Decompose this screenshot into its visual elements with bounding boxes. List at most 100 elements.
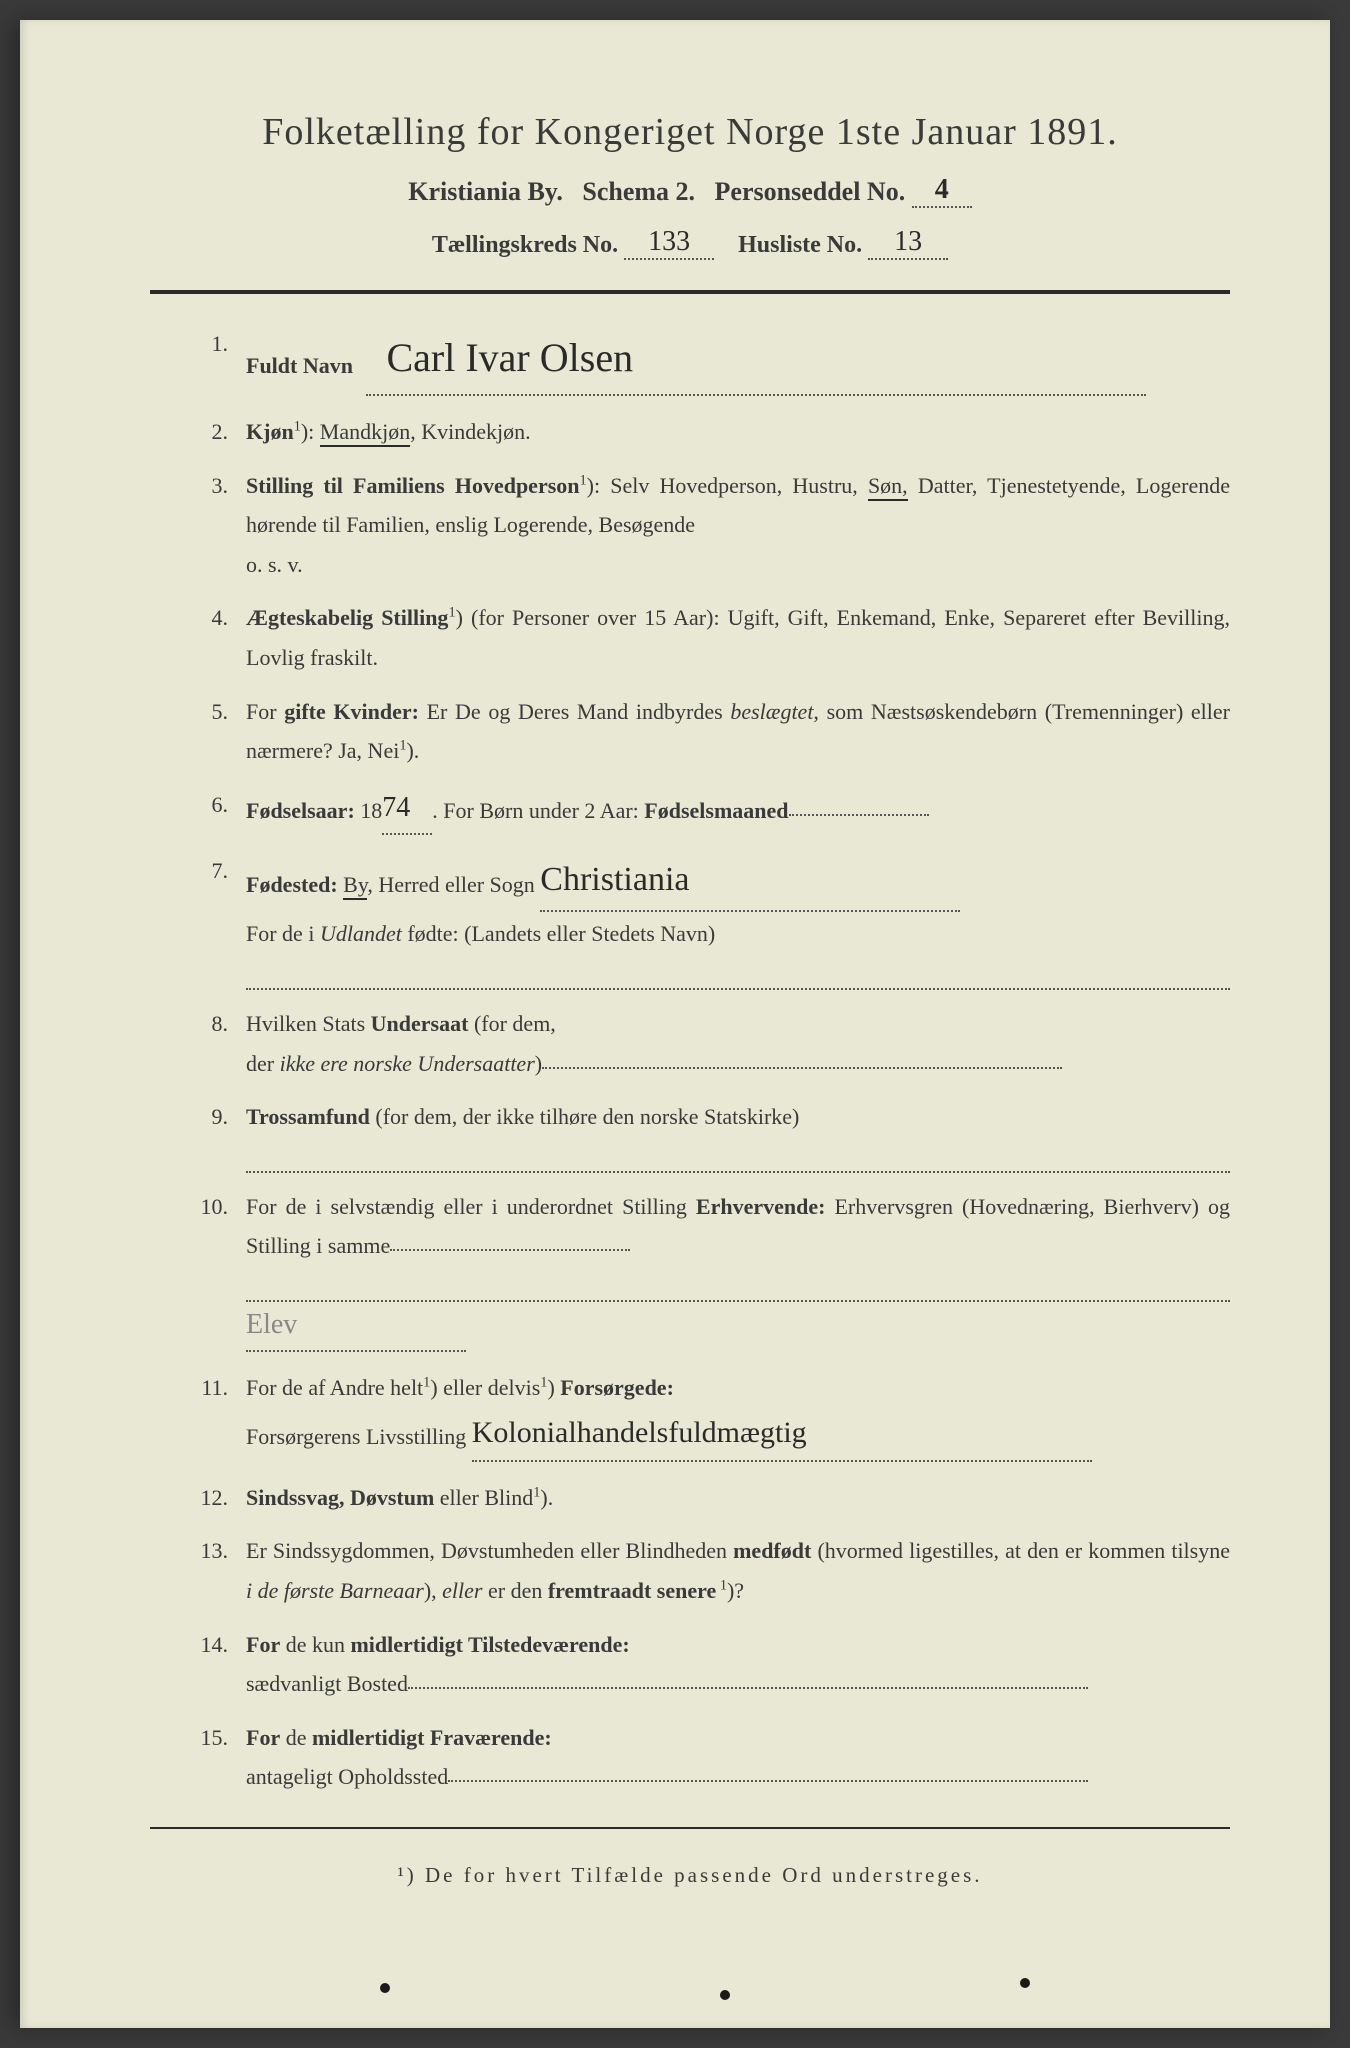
relation-text-c: o. s. v. bbox=[246, 552, 303, 577]
q7-line2a: For de i bbox=[246, 921, 320, 946]
q7-udlandet: Udlandet bbox=[320, 921, 402, 946]
birthyear-value: 74 bbox=[382, 783, 410, 833]
q6-mid: . For Børn under 2 Aar: bbox=[432, 798, 644, 823]
q10-text-a: For de i selvstændig eller i underordnet… bbox=[246, 1194, 696, 1219]
q8-text-b: (for dem, bbox=[468, 1011, 555, 1036]
personseddel-no: 4 bbox=[935, 174, 949, 206]
item-num: 3. bbox=[190, 466, 246, 585]
divider-top bbox=[150, 290, 1230, 294]
q14-pre: For bbox=[246, 1632, 280, 1657]
divider-bottom bbox=[150, 1827, 1230, 1829]
kreds-label: Tællingskreds No. bbox=[432, 232, 618, 258]
item-num: 11. bbox=[190, 1368, 246, 1464]
personseddel-label: Personseddel No. bbox=[715, 177, 906, 206]
marital-paren: (for Personer over 15 Aar): bbox=[471, 605, 720, 630]
husliste-no: 13 bbox=[894, 226, 922, 258]
q12-text: eller Blind bbox=[434, 1485, 533, 1510]
item-6: 6. Fødselsaar: 1874. For Børn under 2 Aa… bbox=[190, 785, 1230, 837]
item-10: 10. For de i selvstændig eller i underor… bbox=[190, 1187, 1230, 1355]
q13-text-c: ), bbox=[424, 1578, 442, 1603]
q10-faint: Elev bbox=[246, 1300, 297, 1350]
q13-text-d: er den bbox=[482, 1578, 547, 1603]
city-label: Kristiania By. bbox=[408, 177, 563, 206]
item-num: 8. bbox=[190, 1004, 246, 1083]
q11-bold: Forsørgede: bbox=[560, 1375, 674, 1400]
q13-text-b: (hvormed ligestilles, at den er kommen t… bbox=[811, 1538, 1230, 1563]
q10-bold: Erhvervende: bbox=[696, 1194, 826, 1219]
item-num: 6. bbox=[190, 785, 246, 837]
item-2: 2. Kjøn1): Mandkjøn, Kvindekjøn. bbox=[190, 412, 1230, 452]
footnote: ¹) De for hvert Tilfælde passende Ord un… bbox=[150, 1863, 1230, 1888]
item-num: 4. bbox=[190, 598, 246, 677]
item-9: 9. Trossamfund (for dem, der ikke tilhør… bbox=[190, 1097, 1230, 1173]
item-14: 14. For de kun midlertidigt Tilstedevære… bbox=[190, 1625, 1230, 1704]
q13-ital: i de første Barneaar bbox=[246, 1578, 424, 1603]
field-label: Kjøn bbox=[246, 419, 294, 444]
schema-label: Schema 2. bbox=[582, 177, 695, 206]
field-label: Trossamfund bbox=[246, 1104, 370, 1129]
item-12: 12. Sindssvag, Døvstum eller Blind1). bbox=[190, 1478, 1230, 1518]
subtitle-line-2: Tællingskreds No. 133 Husliste No. 13 bbox=[150, 228, 1230, 262]
q14-bold: midlertidigt Tilstedeværende: bbox=[350, 1632, 629, 1657]
field-label: Fødselsaar: bbox=[246, 798, 355, 823]
field-label: Ægteskabelig Stilling bbox=[246, 605, 448, 630]
item-7: 7. Fødested: By, Herred eller Sogn Chris… bbox=[190, 851, 1230, 990]
q13-text-a: Er Sindssygdommen, Døvstumheden eller Bl… bbox=[246, 1538, 733, 1563]
item-num: 12. bbox=[190, 1478, 246, 1518]
item-4: 4. Ægteskabelig Stilling1) (for Personer… bbox=[190, 598, 1230, 677]
item-num: 10. bbox=[190, 1187, 246, 1355]
q15-text: de bbox=[280, 1725, 312, 1750]
q11-text-a: For de af Andre helt bbox=[246, 1375, 423, 1400]
q13-bold2: fremtraadt senere bbox=[548, 1578, 716, 1603]
q7-line2c: fødte: (Landets eller Stedets Navn) bbox=[402, 921, 715, 946]
q5-beslaegtet: beslægtet, bbox=[730, 699, 819, 724]
q5-text: Er De og Deres Mand indbyrdes bbox=[427, 699, 731, 724]
q8-text-a: Hvilken Stats bbox=[246, 1011, 371, 1036]
gender-female: Kvindekjøn. bbox=[421, 419, 530, 444]
q15-bold: midlertidigt Fraværende: bbox=[312, 1725, 552, 1750]
ink-spot bbox=[1020, 1978, 1030, 1988]
form-items: 1. Fuldt Navn Carl Ivar Olsen 2. Kjøn1):… bbox=[150, 324, 1230, 1797]
q11-text-b: eller delvis bbox=[438, 1375, 541, 1400]
item-num: 5. bbox=[190, 692, 246, 771]
subtitle-line-1: Kristiania By. Schema 2. Personseddel No… bbox=[150, 176, 1230, 210]
q15-pre: For bbox=[246, 1725, 280, 1750]
item-13: 13. Er Sindssygdommen, Døvstumheden elle… bbox=[190, 1531, 1230, 1610]
footnote-marker: ¹) bbox=[397, 1863, 416, 1887]
item-5: 5. For gifte Kvinder: Er De og Deres Man… bbox=[190, 692, 1230, 771]
fullname-value: Carl Ivar Olsen bbox=[366, 322, 633, 394]
birthplace-by: By bbox=[343, 872, 367, 900]
census-form-page: Folketælling for Kongeriget Norge 1ste J… bbox=[20, 20, 1330, 2028]
birthplace-value: Christiania bbox=[540, 849, 689, 910]
item-num: 7. bbox=[190, 851, 246, 990]
q15-line2: antageligt Opholdssted bbox=[246, 1764, 448, 1789]
q13-bold: medfødt bbox=[733, 1538, 811, 1563]
item-num: 9. bbox=[190, 1097, 246, 1173]
item-8: 8. Hvilken Stats Undersaat (for dem, der… bbox=[190, 1004, 1230, 1083]
q8-ital: ikke ere norske Undersaatter bbox=[280, 1051, 535, 1076]
ink-spot bbox=[380, 1983, 390, 1993]
q14-text: de kun bbox=[280, 1632, 350, 1657]
relation-text-a: Selv Hovedperson, Hustru, bbox=[610, 473, 868, 498]
q14-line2: sædvanligt Bosted bbox=[246, 1671, 408, 1696]
relation-son: Søn, bbox=[868, 473, 908, 501]
gender-male: Mandkjøn bbox=[320, 419, 410, 447]
field-label: Sindssvag, Døvstum bbox=[246, 1485, 434, 1510]
item-num: 2. bbox=[190, 412, 246, 452]
field-label: Stilling til Familiens Hovedperson bbox=[246, 473, 580, 498]
q8-line2: der bbox=[246, 1051, 280, 1076]
field-label: Fødested: bbox=[246, 872, 338, 897]
item-15: 15. For de midlertidigt Fraværende: anta… bbox=[190, 1718, 1230, 1797]
provider-occupation: Kolonialhandelsfuldmægtig bbox=[472, 1406, 807, 1460]
husliste-label: Husliste No. bbox=[738, 232, 862, 258]
q5-pre: For bbox=[246, 699, 284, 724]
ink-spot bbox=[720, 1990, 730, 2000]
item-num: 13. bbox=[190, 1531, 246, 1610]
kreds-no: 133 bbox=[648, 226, 690, 258]
q7-text: , Herred eller Sogn bbox=[367, 872, 534, 897]
item-num: 1. bbox=[190, 324, 246, 398]
birthmonth-label: Fødselsmaaned bbox=[644, 798, 788, 823]
item-3: 3. Stilling til Familiens Hovedperson1):… bbox=[190, 466, 1230, 585]
item-11: 11. For de af Andre helt1) eller delvis1… bbox=[190, 1368, 1230, 1464]
field-label: Fuldt Navn bbox=[246, 353, 353, 378]
